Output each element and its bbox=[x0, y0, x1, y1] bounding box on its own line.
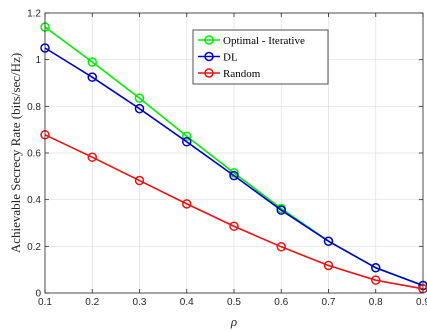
data-point bbox=[276, 205, 286, 215]
x-tick-label: 0.8 bbox=[369, 297, 383, 308]
data-point bbox=[229, 170, 239, 181]
y-tick-label: 0 bbox=[35, 289, 41, 300]
data-point bbox=[134, 103, 145, 114]
data-point bbox=[323, 236, 334, 246]
legend-label: DL bbox=[223, 52, 238, 64]
y-tick-label: 1 bbox=[35, 55, 41, 66]
y-tick-label: 1.2 bbox=[27, 9, 41, 20]
x-tick-label: 0.6 bbox=[274, 297, 288, 308]
legend-marker bbox=[204, 51, 214, 62]
x-tick-label: 0.5 bbox=[227, 297, 241, 308]
data-point bbox=[323, 260, 334, 271]
axis-ticks: 0.1 0.2 0.3 0.4 0.5 0.6 0.7 0.8 0.9 0 0.2 0.4 0.6 0.8… bbox=[27, 9, 427, 309]
legend: Optimal - Iterative DL Random bbox=[192, 29, 329, 85]
x-tick-label: 0.3 bbox=[133, 297, 147, 308]
data-point bbox=[134, 175, 145, 186]
y-axis-label: Achievable Secrecy Rate (bits/sec/Hz) bbox=[8, 53, 23, 253]
data-point bbox=[229, 221, 239, 232]
legend-label: Random bbox=[223, 68, 261, 80]
y-tick-label: 0.4 bbox=[27, 195, 41, 206]
series-layer bbox=[40, 22, 427, 294]
data-point bbox=[276, 242, 286, 252]
y-tick-label: 0.6 bbox=[27, 149, 41, 160]
x-tick-label: 0.1 bbox=[38, 297, 52, 308]
legend-label: Optimal - Iterative bbox=[223, 35, 305, 47]
y-tick-label: 0.8 bbox=[27, 102, 41, 113]
data-point bbox=[182, 137, 192, 147]
data-point bbox=[182, 199, 192, 209]
legend-marker bbox=[204, 35, 214, 45]
data-point bbox=[371, 275, 381, 285]
data-point bbox=[134, 93, 145, 103]
x-tick-label: 0.7 bbox=[322, 297, 336, 308]
data-point bbox=[87, 57, 97, 67]
x-tick-label: 0.4 bbox=[180, 297, 194, 308]
data-point bbox=[182, 131, 192, 141]
x-tick-label: 0.9 bbox=[416, 297, 427, 308]
series-line bbox=[44, 47, 424, 287]
y-tick-label: 0.2 bbox=[27, 242, 41, 253]
data-point bbox=[371, 263, 381, 273]
series-line bbox=[44, 134, 424, 290]
data-point bbox=[87, 152, 97, 162]
x-tick-label: 0.2 bbox=[85, 297, 99, 308]
data-point bbox=[87, 72, 97, 82]
x-axis-label: ρ bbox=[230, 314, 237, 329]
legend-marker bbox=[204, 68, 214, 78]
